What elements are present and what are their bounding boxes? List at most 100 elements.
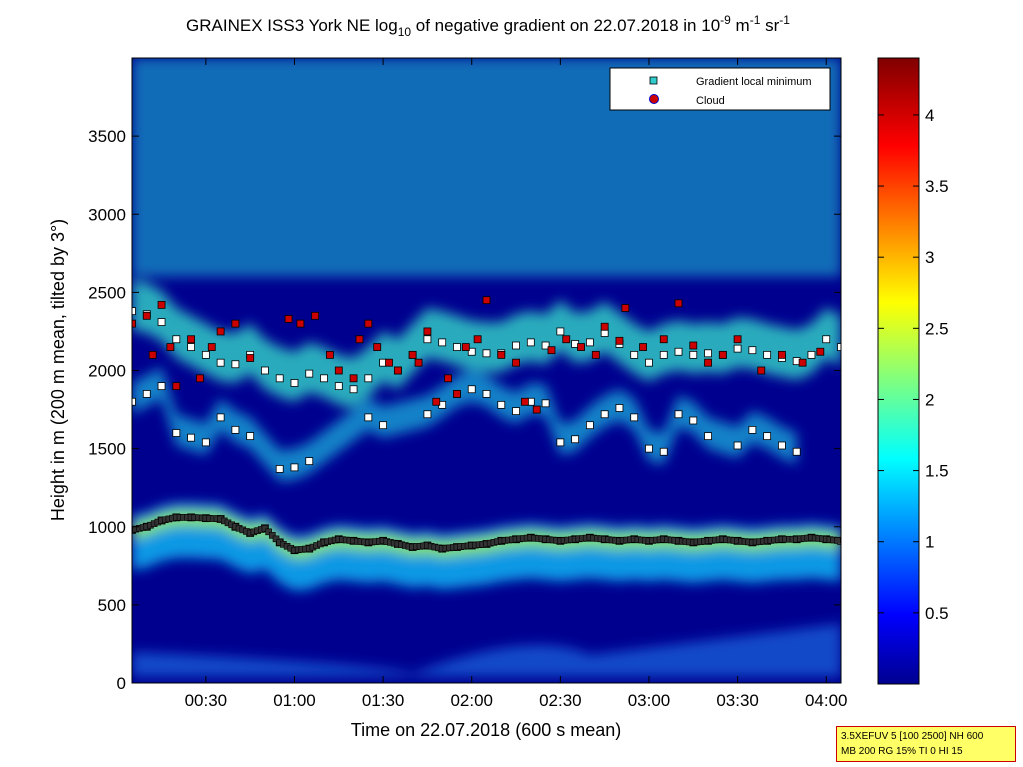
gradient-min-marker-130 [748, 346, 757, 355]
x-tick-label-3: 02:00 [450, 691, 493, 710]
cloud-marker-43 [639, 343, 647, 351]
x-tick-label-5: 03:00 [628, 691, 671, 710]
gradient-min-marker-71 [541, 399, 550, 408]
gradient-min-marker-53 [187, 433, 195, 442]
info-line-2: MB 200 RG 15% TI 0 HI 15 [841, 746, 963, 757]
cloud-marker-27 [444, 374, 452, 383]
colorbar-tick-label-4: 2.5 [925, 319, 949, 338]
gradient-min-marker-74 [585, 421, 594, 430]
cloud-marker-13 [296, 319, 305, 328]
gradient-min-marker-112 [482, 349, 491, 358]
gradient-min-marker-131 [763, 350, 772, 359]
cloud-marker-2 [148, 350, 157, 359]
gradient-min-marker-97 [261, 366, 269, 375]
cloud-marker-38 [577, 343, 585, 351]
x-axis-label: Time on 22.07.2018 (600 s mean) [351, 720, 622, 740]
gradient-min-marker-88 [132, 307, 136, 316]
gradient-min-marker-67 [482, 390, 491, 398]
plot-area [132, 58, 841, 683]
gradient-min-marker-125 [674, 347, 683, 356]
cloud-marker-28 [453, 390, 461, 398]
gradient-min-marker-117 [556, 327, 565, 336]
colorbar: 0.5 1 1.5 2 2.5 3 3.5 4 [877, 57, 949, 685]
heat-band-surface [132, 623, 841, 677]
y-axis-label: Height in m (200 m mean, tilted by 3°) [48, 219, 68, 521]
gradient-min-marker-55 [216, 413, 225, 422]
cloud-marker-46 [689, 341, 698, 350]
cloud-marker-37 [562, 335, 571, 344]
gradient-min-marker-115 [526, 338, 535, 347]
gradient-min-marker-68 [497, 400, 506, 409]
gradient-min-marker-77 [630, 413, 639, 422]
gradient-min-trace-328 [834, 537, 841, 544]
gradient-min-trace-175 [269, 532, 276, 539]
gradient-min-marker-60 [305, 457, 314, 466]
cloud-marker-53 [816, 347, 825, 356]
gradient-min-marker-98 [275, 374, 284, 383]
x-axis-ticks: 00:30 01:00 01:30 02:00 02:30 03:00 03:30 04:00 [185, 58, 848, 710]
colorbar-tick-label-6: 3.5 [925, 177, 949, 196]
gradient-min-marker-119 [585, 338, 594, 347]
gradient-min-marker-92 [187, 343, 195, 351]
gradient-min-marker-69 [512, 407, 520, 416]
cloud-marker-33 [512, 358, 520, 367]
cloud-marker-1 [142, 311, 151, 320]
gradient-min-marker-75 [600, 410, 609, 419]
gradient-min-marker-124 [659, 350, 668, 359]
cloud-marker-21 [385, 358, 393, 367]
gradient-min-marker-87 [792, 447, 801, 456]
cloud-marker-32 [497, 350, 506, 359]
y-tick-label-1: 500 [98, 596, 126, 615]
markers-layer [132, 296, 841, 555]
cloud-marker-7 [196, 374, 204, 383]
gradient-min-marker-109 [438, 338, 447, 347]
gradient-min-marker-66 [467, 385, 476, 394]
gradient-min-marker-76 [615, 404, 624, 412]
gradient-min-marker-94 [216, 358, 225, 367]
gradient-min-marker-52 [172, 429, 181, 437]
gradient-min-marker-57 [246, 432, 255, 441]
cloud-marker-39 [591, 350, 600, 359]
heat-band-mid-layer [132, 367, 797, 482]
cloud-marker-30 [473, 335, 482, 344]
legend-marker-cloud [649, 94, 659, 104]
colorbar-tick-label-2: 1.5 [925, 462, 949, 481]
gradient-min-trace-176 [272, 535, 280, 543]
cloud-marker-50 [757, 366, 766, 375]
gradient-min-marker-108 [423, 335, 432, 344]
colorbar-tick-label-1: 1 [925, 533, 934, 552]
gradient-min-marker-63 [423, 410, 432, 419]
gradient-min-marker-78 [645, 444, 653, 453]
cloud-marker-34 [521, 397, 529, 406]
y-tick-label-0: 0 [117, 674, 126, 693]
cloud-marker-25 [423, 327, 432, 336]
gradient-min-marker-50 [142, 390, 151, 398]
y-tick-label-5: 2500 [88, 283, 126, 302]
legend-label-gradient-min: Gradient local minimum [696, 76, 812, 88]
gradient-min-marker-56 [231, 425, 240, 434]
gradient-min-marker-58 [275, 465, 284, 473]
legend-marker-gradient-min [649, 76, 658, 85]
colorbar-ticks: 0.5 1 1.5 2 2.5 3 3.5 4 [878, 106, 949, 623]
info-line-1: 3.5XEFUV 5 [100 2500] NH 600 [841, 731, 984, 742]
gradient-min-marker-73 [571, 435, 580, 444]
gradient-min-marker-102 [334, 382, 343, 391]
cloud-marker-19 [364, 319, 373, 328]
info-box: 3.5XEFUV 5 [100 2500] NH 600 MB 200 RG 1… [836, 726, 1016, 762]
legend-box [609, 67, 831, 111]
gradient-min-marker-111 [467, 347, 476, 356]
cloud-marker-5 [172, 382, 181, 391]
cloud-marker-26 [432, 397, 441, 406]
gradient-min-marker-99 [290, 379, 299, 387]
cloud-marker-48 [718, 350, 727, 359]
cloud-marker-40 [600, 322, 609, 331]
x-tick-label-0: 00:30 [185, 691, 228, 710]
cloud-marker-52 [798, 358, 807, 367]
x-tick-label-1: 01:00 [273, 691, 316, 710]
x-tick-label-2: 01:30 [362, 691, 405, 710]
gradient-min-marker-134 [807, 350, 816, 359]
cloud-marker-20 [373, 343, 382, 351]
legend-label-cloud: Cloud [696, 95, 725, 107]
gradient-min-marker-104 [364, 374, 373, 383]
